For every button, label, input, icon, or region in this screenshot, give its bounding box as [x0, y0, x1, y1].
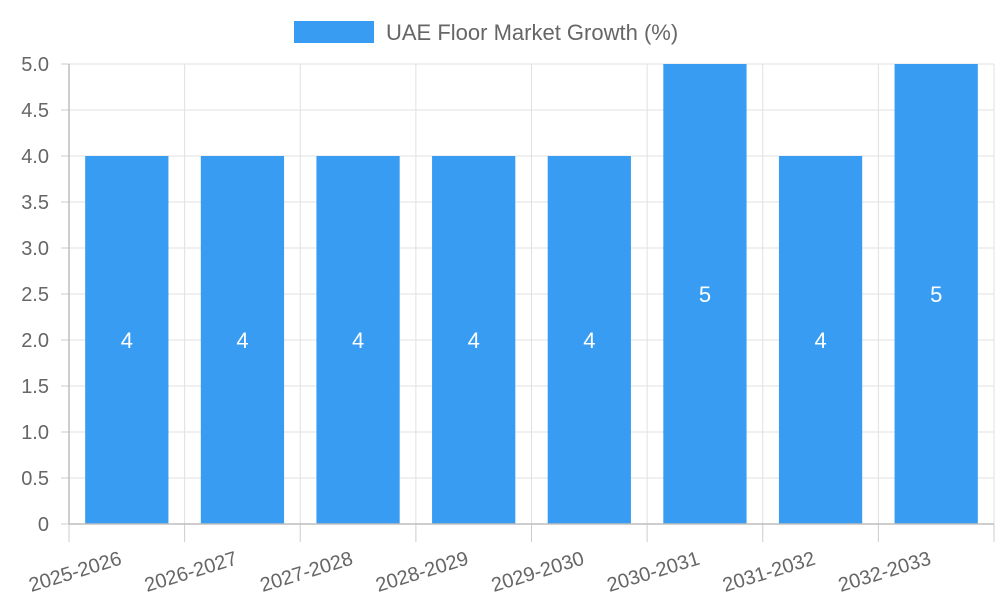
- x-tick-label: 2028-2029: [373, 548, 471, 597]
- bar[interactable]: [432, 156, 516, 524]
- bar[interactable]: [894, 64, 978, 524]
- y-tick-label: 1.0: [21, 422, 49, 444]
- y-tick-label: 4.0: [21, 146, 49, 168]
- bar-data-label: 4: [236, 328, 248, 353]
- y-tick-label: 4.5: [21, 100, 49, 122]
- bars: 4 4 4 4 4 5 4 5: [85, 64, 978, 524]
- x-tick-label: 2026-2027: [142, 548, 240, 597]
- x-tick-label: 2029-2030: [489, 548, 587, 597]
- y-tick-label: 3.5: [21, 192, 49, 214]
- y-tick-label: 0: [38, 514, 49, 536]
- y-tick-label: 2.5: [21, 284, 49, 306]
- bar[interactable]: [200, 156, 285, 524]
- bar-data-label: 4: [583, 328, 595, 353]
- x-tick-label: 2025-2026: [26, 548, 124, 597]
- y-tick-label: 0.5: [21, 468, 49, 490]
- legend-swatch[interactable]: [294, 21, 374, 43]
- x-tick-label: 2030-2031: [604, 548, 702, 597]
- bar-data-label: 5: [930, 282, 942, 307]
- x-tick-label: 2032-2033: [836, 548, 934, 597]
- y-tick-label: 1.5: [21, 376, 49, 398]
- y-tick-label: 3.0: [21, 238, 49, 260]
- bar-data-label: 4: [121, 328, 133, 353]
- x-tick-label: 2031-2032: [720, 548, 818, 597]
- bar[interactable]: [316, 156, 400, 524]
- bar[interactable]: [778, 156, 863, 524]
- y-tick-label: 2.0: [21, 330, 49, 352]
- y-tick-label: 5.0: [21, 54, 49, 76]
- legend[interactable]: UAE Floor Market Growth (%): [294, 20, 678, 45]
- bar-data-label: 5: [699, 282, 711, 307]
- legend-label[interactable]: UAE Floor Market Growth (%): [386, 20, 678, 45]
- bar[interactable]: [85, 156, 169, 524]
- bar[interactable]: [663, 64, 747, 524]
- bar-data-label: 4: [468, 328, 480, 353]
- bar[interactable]: [547, 156, 631, 524]
- x-tick-label: 2027-2028: [258, 548, 356, 597]
- bar-data-label: 4: [814, 328, 826, 353]
- bar-data-label: 4: [352, 328, 364, 353]
